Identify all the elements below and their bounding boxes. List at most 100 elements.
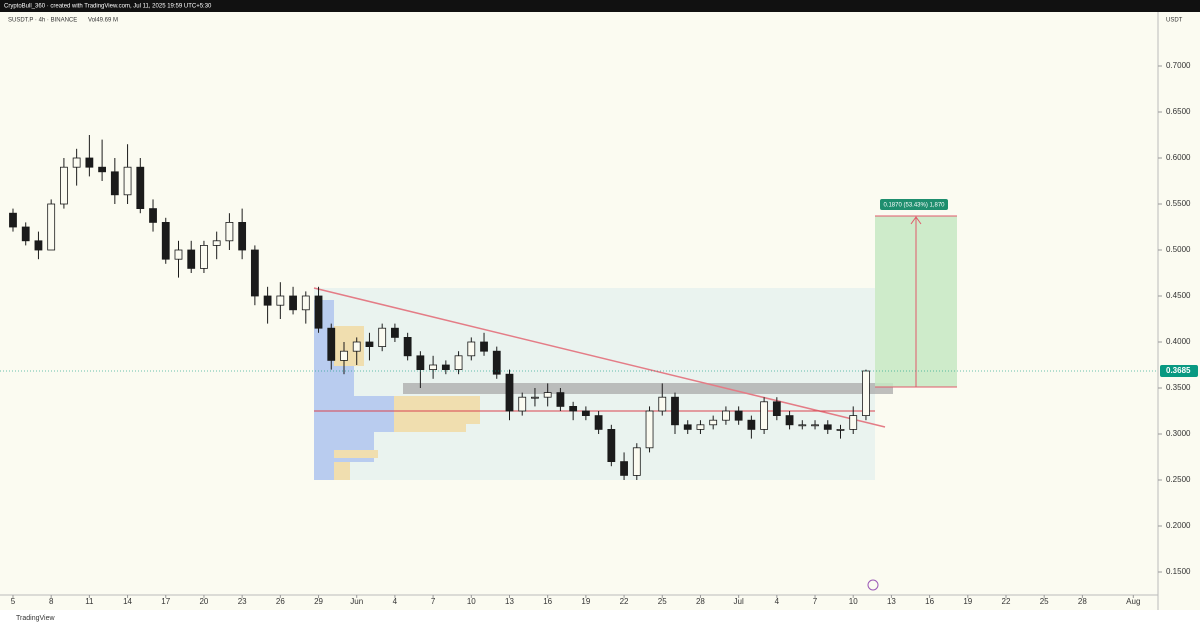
candle-body (123, 166, 132, 196)
candle-body (98, 166, 107, 173)
top-bar (0, 0, 1200, 12)
candle-body (378, 327, 387, 348)
candle-body (505, 373, 514, 412)
candle-body (187, 249, 196, 269)
candle-body (72, 157, 81, 168)
y-tick-label: 0.4000 (1166, 337, 1191, 346)
candle-body (798, 424, 807, 427)
candle-body (823, 424, 832, 430)
candle-body (416, 355, 425, 371)
candle-body (581, 410, 590, 417)
profile-bar (334, 396, 394, 432)
candle-body (569, 406, 578, 412)
resistance-zone (403, 383, 893, 394)
candle-body (21, 226, 30, 242)
profile-bar (394, 396, 480, 424)
candle-body (200, 245, 208, 269)
trendline (313, 287, 886, 428)
candle-body (620, 461, 628, 476)
candle-body (556, 392, 565, 407)
candle-body (441, 364, 450, 371)
candle-body (492, 350, 501, 375)
x-tick-label: 4 (393, 597, 398, 606)
x-tick-label: 16 (543, 597, 552, 606)
candle-body (594, 415, 603, 430)
candle-body (696, 424, 705, 430)
x-tick-label: 20 (199, 597, 208, 606)
candle-body (212, 240, 221, 246)
profile-bar (394, 424, 466, 432)
profile-bar (334, 462, 350, 480)
candle-body (276, 295, 285, 306)
x-tick-label: 17 (161, 597, 170, 606)
candle-body (225, 222, 234, 242)
candle-body (34, 240, 43, 251)
candle-body (734, 410, 743, 421)
candle-body (289, 295, 297, 311)
candle-body (174, 249, 183, 260)
symbol: SUSDT.P · 4h · BINANCE (8, 18, 77, 24)
candle-body (709, 419, 718, 426)
y-tick-label: 0.6000 (1166, 153, 1191, 162)
measure-label: 0.1870 (53.43%) 1,870 (883, 203, 945, 209)
x-tick-label: 22 (1002, 597, 1011, 606)
candle-body (683, 424, 692, 430)
candle-body (250, 249, 259, 297)
candle-body (47, 203, 56, 251)
last-price-label: 0.3685 (1166, 366, 1191, 375)
candle-body (85, 157, 94, 168)
x-tick-label: 28 (696, 597, 705, 606)
x-tick-label: 23 (238, 597, 247, 606)
candle-body (314, 295, 323, 329)
brand: TradingView (16, 615, 55, 622)
candle-body (391, 327, 399, 338)
y-tick-label: 0.3500 (1166, 383, 1191, 392)
candle-body (785, 415, 794, 426)
volume: Vol49.69 M (88, 18, 118, 24)
candle-body (531, 396, 539, 399)
x-tick-label: 16 (925, 597, 934, 606)
x-tick-label: 5 (11, 597, 16, 606)
candle-body (760, 401, 769, 430)
candle-body (836, 429, 845, 431)
profile-bar (334, 450, 378, 458)
x-tick-label: 10 (467, 597, 476, 606)
x-tick-label: 10 (849, 597, 858, 606)
x-tick-label: 19 (581, 597, 590, 606)
candle-body (632, 447, 641, 476)
measure-badge (880, 199, 948, 210)
candle-body (60, 166, 68, 205)
candle-body (645, 410, 654, 449)
arrow-head (910, 216, 922, 225)
y-tick-label: 0.2500 (1166, 475, 1191, 484)
x-tick-label: Jul (734, 597, 744, 606)
y-tick-label: 0.5500 (1166, 199, 1191, 208)
x-tick-label: 14 (123, 597, 132, 606)
y-tick-label: 0.6500 (1166, 107, 1191, 116)
unit: USDT (1166, 18, 1183, 24)
candle-body (543, 392, 552, 398)
caption: CryptoBull_360 · created with TradingVie… (4, 4, 212, 10)
x-tick-label: 11 (85, 597, 94, 606)
x-tick-label: Aug (1126, 597, 1140, 606)
candle-body (238, 222, 247, 251)
x-tick-label: 26 (276, 597, 285, 606)
candle-body (301, 295, 310, 311)
candle-body (862, 370, 870, 417)
candle-body (658, 396, 667, 412)
x-tick-label: 28 (1078, 597, 1087, 606)
candle-body (849, 415, 858, 430)
footer (0, 610, 1200, 627)
x-tick-label: 4 (775, 597, 780, 606)
candle-body (161, 222, 170, 260)
candle-body (480, 341, 488, 352)
candle-body (671, 396, 679, 426)
y-tick-label: 0.7000 (1166, 61, 1191, 70)
x-tick-label: 13 (505, 597, 514, 606)
y-tick-label: 0.3000 (1166, 429, 1191, 438)
y-tick-label: 0.2000 (1166, 521, 1191, 530)
candle-body (811, 424, 819, 427)
candle-body (136, 166, 145, 210)
profile-bar (334, 366, 354, 396)
